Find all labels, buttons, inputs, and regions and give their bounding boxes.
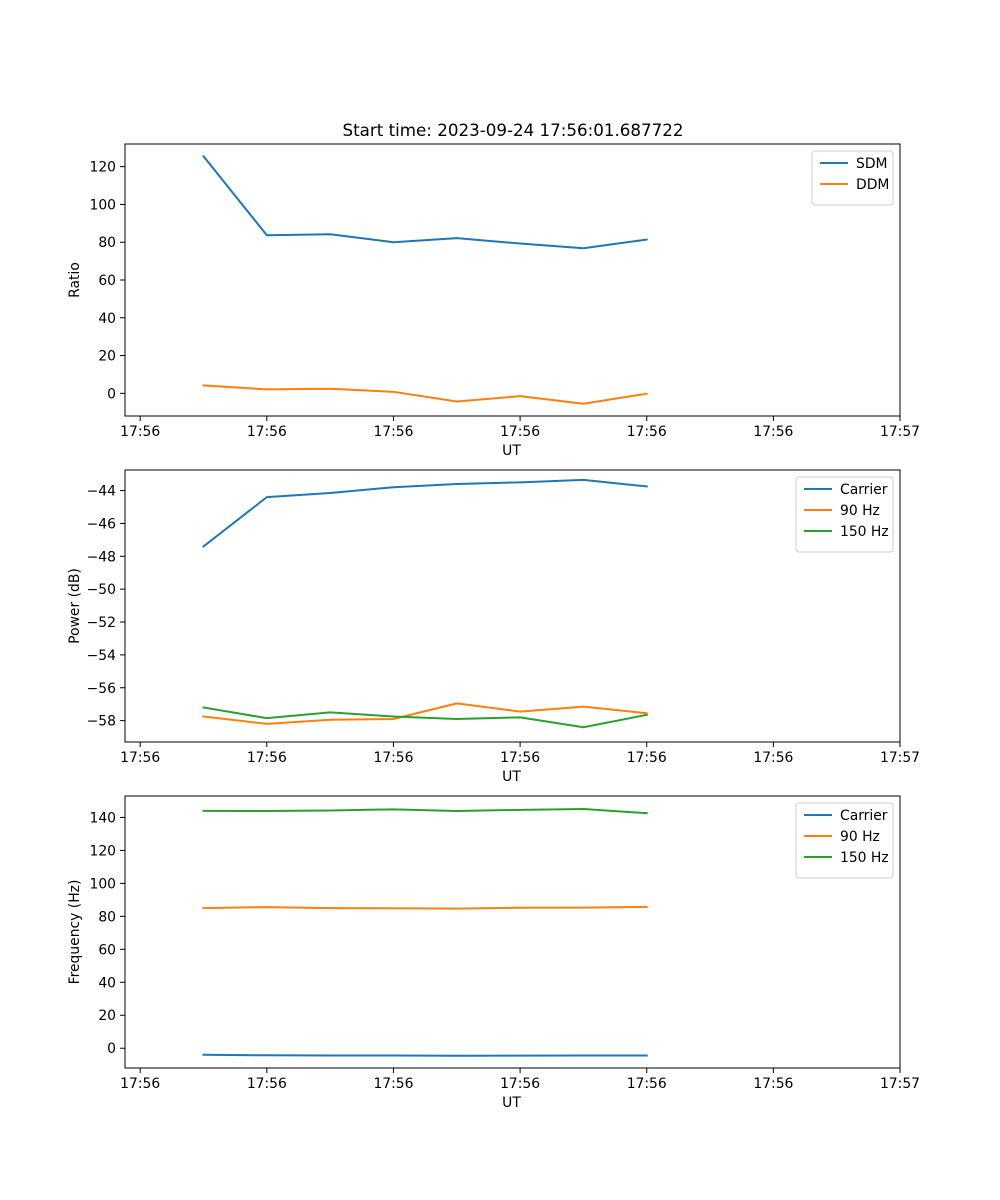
x-tick-label: 17:56 <box>627 750 667 766</box>
y-tick-label: −52 <box>87 615 116 631</box>
y-tick-label: 20 <box>98 349 116 365</box>
legend-box <box>811 150 894 206</box>
y-tick-label: 80 <box>98 909 116 925</box>
y-tick-label: 120 <box>89 160 116 176</box>
x-tick-label: 17:56 <box>753 1076 793 1092</box>
series-line-sdm <box>202 154 648 250</box>
legend: Carrier 90 Hz 150 Hz <box>795 476 894 553</box>
x-tick-label: 17:56 <box>500 750 540 766</box>
legend: SDM DDM <box>811 150 894 206</box>
legend: Carrier 90 Hz 150 Hz <box>795 802 894 879</box>
x-axis-label: UT <box>502 1095 521 1111</box>
x-tick-label: 17:56 <box>627 1076 667 1092</box>
y-tick-label: −50 <box>87 582 116 598</box>
legend-label: SDM <box>856 156 888 172</box>
x-tick-label: 17:56 <box>373 750 413 766</box>
chart-panel-3: 17:56 17:56 17:56 17:56 17:56 17:56 17:57 0 20 40… <box>67 795 920 1111</box>
y-tick-label: 100 <box>89 876 116 892</box>
series-line-90-hz <box>202 702 648 725</box>
legend-box <box>795 476 894 553</box>
x-tick-label: 17:56 <box>247 750 287 766</box>
legend-label: Carrier <box>840 808 888 824</box>
y-tick-label: 60 <box>98 942 116 958</box>
y-tick-label: −48 <box>87 549 116 565</box>
legend-label: 90 Hz <box>840 503 880 519</box>
y-tick-label: 140 <box>89 810 116 826</box>
series-line-carrier <box>202 478 648 548</box>
x-tick-label: 17:57 <box>880 1076 920 1092</box>
y-tick-label: 80 <box>98 235 116 251</box>
y-axis-label: Ratio <box>67 262 83 298</box>
y-tick-label: −58 <box>87 714 116 730</box>
y-tick-label: 60 <box>98 273 116 289</box>
legend-box <box>795 802 894 879</box>
x-tick-label: 17:56 <box>373 1076 413 1092</box>
series-line-150-hz <box>202 808 648 815</box>
y-tick-label: 120 <box>89 843 116 859</box>
x-tick-label: 17:56 <box>247 1076 287 1092</box>
x-tick-label: 17:56 <box>500 424 540 440</box>
x-tick-label: 17:56 <box>120 424 160 440</box>
x-axis-label: UT <box>502 443 521 459</box>
x-tick-label: 17:56 <box>120 750 160 766</box>
y-tick-label: −44 <box>87 484 116 500</box>
y-tick-label: 100 <box>89 197 116 213</box>
x-tick-label: 17:56 <box>247 424 287 440</box>
x-tick-label: 17:56 <box>500 1076 540 1092</box>
x-axis-label: UT <box>502 769 521 785</box>
x-tick-label: 17:56 <box>627 424 667 440</box>
legend-label: DDM <box>856 177 889 193</box>
series-line-150-hz <box>202 706 648 729</box>
y-tick-label: −54 <box>87 648 116 664</box>
x-tick-label: 17:56 <box>753 750 793 766</box>
axes-frame <box>124 795 901 1069</box>
legend-label: 90 Hz <box>840 829 880 845</box>
y-axis-label: Power (dB) <box>67 568 83 644</box>
y-tick-label: 40 <box>98 311 116 327</box>
x-tick-label: 17:56 <box>373 424 413 440</box>
y-tick-label: −56 <box>87 681 116 697</box>
y-tick-label: 0 <box>107 1041 116 1057</box>
legend-label: 150 Hz <box>840 524 889 540</box>
figure-title: Start time: 2023-09-24 17:56:01.687722 <box>343 120 684 140</box>
y-tick-label: 40 <box>98 975 116 991</box>
y-tick-label: 20 <box>98 1008 116 1024</box>
axes-frame <box>124 469 901 743</box>
legend-label: 150 Hz <box>840 850 889 866</box>
series-line-ddm <box>202 384 648 405</box>
y-tick-label: −46 <box>87 516 116 532</box>
y-tick-label: 0 <box>107 386 116 402</box>
x-tick-label: 17:56 <box>120 1076 160 1092</box>
chart-panel-2: 17:56 17:56 17:56 17:56 17:56 17:56 17:57 −58 −5… <box>67 469 920 785</box>
charts: 17:56 17:56 17:56 17:56 17:56 17:56 17:57 0 20 40… <box>67 143 920 1111</box>
x-tick-label: 17:57 <box>880 424 920 440</box>
x-tick-label: 17:57 <box>880 750 920 766</box>
series-line-carrier <box>202 1053 648 1057</box>
series-line-90-hz <box>202 905 648 910</box>
chart-panel-1: 17:56 17:56 17:56 17:56 17:56 17:56 17:57 0 20 40… <box>67 143 920 459</box>
legend-label: Carrier <box>840 482 888 498</box>
x-tick-label: 17:56 <box>753 424 793 440</box>
y-axis-label: Frequency (Hz) <box>67 880 83 985</box>
